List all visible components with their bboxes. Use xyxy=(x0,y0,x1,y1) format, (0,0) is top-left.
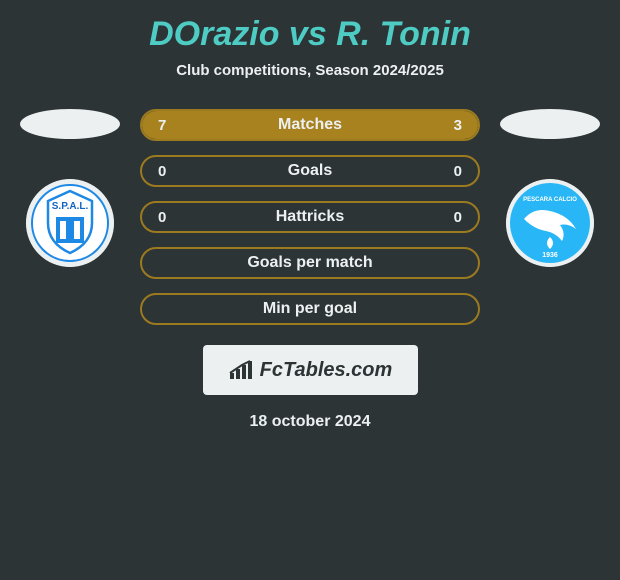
svg-text:1936: 1936 xyxy=(542,252,558,259)
stat-label: Hattricks xyxy=(142,208,478,226)
svg-text:PESCARA CALCIO: PESCARA CALCIO xyxy=(523,197,577,203)
main-area: S.P.A.L. 73Matches 00Goals 00Hattricks Goal… xyxy=(0,109,620,325)
player-left-placeholder xyxy=(20,109,120,139)
page-subtitle: Club competitions, Season 2024/2025 xyxy=(176,62,444,79)
stat-bar-min-per-goal: Min per goal xyxy=(140,293,480,325)
stat-label: Min per goal xyxy=(142,300,478,318)
team-logo-right: PESCARA CALCIO 1936 xyxy=(506,179,594,267)
bar-chart-icon xyxy=(228,359,254,381)
stat-bar-hattricks: 00Hattricks xyxy=(140,201,480,233)
stats-column: 73Matches 00Goals 00Hattricks Goals per mat… xyxy=(140,109,480,325)
pescara-logo-icon: PESCARA CALCIO 1936 xyxy=(506,179,594,267)
spal-logo-icon: S.P.A.L. xyxy=(26,179,114,267)
right-column: PESCARA CALCIO 1936 xyxy=(495,109,605,267)
stat-bar-goals: 00Goals xyxy=(140,155,480,187)
date-label: 18 october 2024 xyxy=(250,413,371,431)
stat-bar-goals-per-match: Goals per match xyxy=(140,247,480,279)
page-title: DOrazio vs R. Tonin xyxy=(149,15,471,54)
brand-badge: FcTables.com xyxy=(203,345,418,395)
stat-label: Goals per match xyxy=(142,254,478,272)
player-right-placeholder xyxy=(500,109,600,139)
left-column: S.P.A.L. xyxy=(15,109,125,267)
brand-label: FcTables.com xyxy=(260,359,393,382)
stat-label: Goals xyxy=(142,162,478,180)
infographic-container: DOrazio vs R. Tonin Club competitions, S… xyxy=(0,0,620,580)
stat-label: Matches xyxy=(142,116,478,134)
team-logo-left: S.P.A.L. xyxy=(26,179,114,267)
stat-bar-matches: 73Matches xyxy=(140,109,480,141)
svg-text:S.P.A.L.: S.P.A.L. xyxy=(52,201,89,212)
